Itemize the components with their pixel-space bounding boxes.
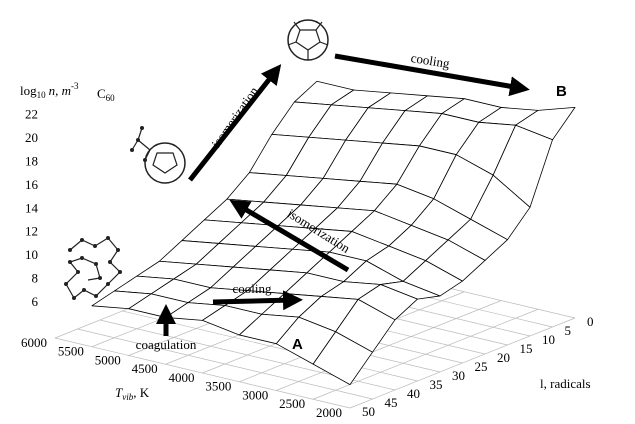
z-tick-label: 14: [25, 200, 39, 215]
c60-sub: 60: [106, 93, 116, 103]
c60-c: C: [97, 86, 106, 101]
x-tick-label: 2500: [279, 396, 305, 411]
y-tick-label: 50: [362, 404, 375, 419]
x-tick-label: 4000: [169, 370, 195, 385]
x-tick-label: 3000: [242, 387, 268, 402]
x-tick-label: 5000: [95, 352, 121, 367]
x-label-sub: vib: [122, 392, 133, 402]
y-tick-label: 40: [407, 386, 420, 401]
y-tick-label: 35: [430, 377, 443, 392]
z-tick-label: 6: [32, 294, 39, 309]
annotation: coagulation: [136, 337, 197, 352]
z-tick-label: 22: [25, 107, 38, 122]
z-label-log: log: [20, 83, 37, 98]
x-tick-label: 6000: [21, 335, 47, 350]
y-tick-label: 30: [452, 368, 465, 383]
z-tick-label: 10: [25, 247, 38, 262]
z-label-text: n, m: [49, 83, 71, 98]
x-axis-label: Tvib, K: [115, 385, 150, 402]
y-axis-label: l, radicals: [540, 376, 591, 391]
annotation: isomerization: [208, 83, 261, 150]
y-tick-label: 5: [565, 323, 572, 338]
x-tick-label: 4500: [132, 361, 158, 376]
y-tick-label: 20: [497, 350, 510, 365]
z-label-exp: -3: [71, 81, 79, 91]
chart: 2000 2500 3000 3500 4000 4500 5000 5500 6000 05 10…: [0, 0, 635, 424]
z-tick-label: 16: [25, 177, 39, 192]
point-label: B: [556, 83, 567, 100]
x-label-rest: , K: [133, 385, 150, 400]
y-tick-label: 15: [520, 341, 533, 356]
z-tick-label: 18: [25, 153, 38, 168]
x-tick-label: 5500: [58, 344, 84, 359]
annotation: cooling: [233, 281, 272, 296]
z-label-base: 10: [37, 90, 47, 100]
y-tick-label: 10: [542, 332, 555, 347]
x-tick-label: 2000: [316, 405, 342, 420]
c60-label: C60: [97, 86, 115, 103]
z-tick-label: 20: [25, 130, 38, 145]
x-tick-label: 3500: [205, 379, 231, 394]
point-label: A: [292, 336, 303, 353]
y-tick-label: 45: [385, 395, 398, 410]
y-tick-label: 0: [587, 314, 594, 329]
y-tick-label: 25: [475, 359, 488, 374]
z-tick-label: 12: [25, 224, 38, 239]
z-tick-label: 8: [32, 270, 39, 285]
